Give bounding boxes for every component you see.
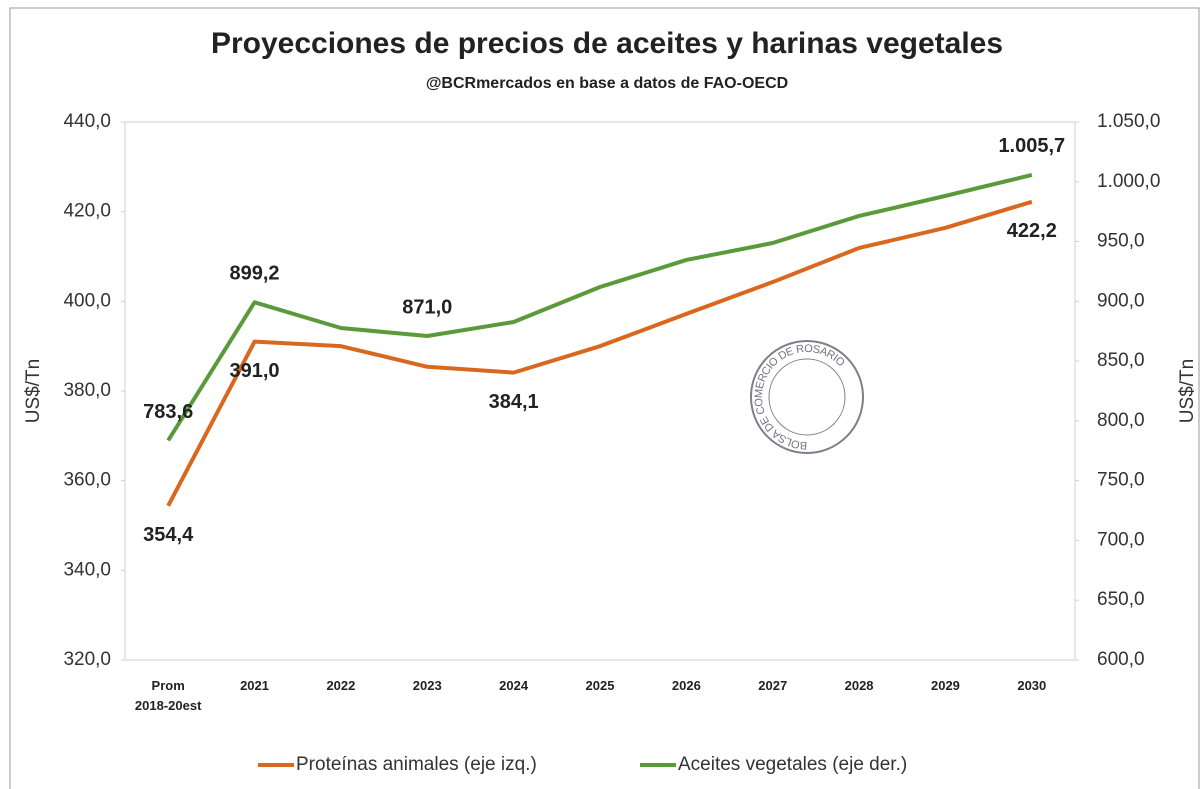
chart-title: Proyecciones de precios de aceites y har… bbox=[211, 27, 1003, 60]
y2-tick-label: 1.000,0 bbox=[1097, 171, 1160, 192]
data-label: 899,2 bbox=[230, 263, 280, 285]
y-tick-label: 340,0 bbox=[63, 559, 111, 580]
data-label: 354,4 bbox=[143, 524, 194, 546]
x-tick-label: 2029 bbox=[930, 678, 960, 693]
x-tick-label: 2021 bbox=[240, 678, 269, 693]
data-label: 391,0 bbox=[230, 360, 280, 382]
data-label: 384,1 bbox=[489, 391, 539, 413]
y-tick-label: 440,0 bbox=[63, 111, 111, 132]
legend-label: Proteínas animales (eje izq.) bbox=[296, 754, 537, 775]
y-tick-label: 400,0 bbox=[63, 290, 111, 311]
x-tick-label: Prom 2018-20est bbox=[134, 678, 202, 713]
x-tick-label: 2026 bbox=[671, 678, 701, 693]
y2-tick-label: 700,0 bbox=[1097, 529, 1145, 550]
data-label: 871,0 bbox=[402, 296, 452, 318]
y-tick-label: 380,0 bbox=[63, 380, 111, 401]
y2-tick-label: 1.050,0 bbox=[1097, 111, 1160, 132]
chart-subtitle: @BCRmercados en base a datos de FAO-OECD bbox=[426, 75, 788, 92]
y-tick-label: 420,0 bbox=[63, 201, 111, 222]
seal-inner bbox=[768, 358, 846, 436]
x-tick-label: 2025 bbox=[585, 678, 615, 693]
data-label: 422,2 bbox=[1007, 220, 1057, 242]
data-label: 783,6 bbox=[143, 401, 193, 423]
y2-tick-label: 750,0 bbox=[1097, 470, 1145, 491]
y2-tick-label: 950,0 bbox=[1097, 231, 1145, 252]
x-tick-label: 2030 bbox=[1017, 678, 1047, 693]
seal-ring bbox=[750, 340, 864, 454]
y-tick-label: 320,0 bbox=[63, 649, 111, 670]
y2-axis-title: US$/Tn bbox=[1177, 359, 1198, 423]
y2-tick-label: 600,0 bbox=[1097, 649, 1145, 670]
y2-tick-label: 650,0 bbox=[1097, 589, 1145, 610]
y2-tick-label: 850,0 bbox=[1097, 350, 1145, 371]
data-label: 1.005,7 bbox=[998, 135, 1065, 157]
x-tick-label: 2028 bbox=[844, 678, 874, 693]
y-tick-label: 360,0 bbox=[63, 470, 111, 491]
x-tick-label: 2024 bbox=[499, 678, 529, 693]
y-axis-title: US$/Tn bbox=[23, 359, 44, 423]
y2-tick-label: 800,0 bbox=[1097, 410, 1145, 431]
legend-label: Aceites vegetales (eje der.) bbox=[678, 754, 907, 775]
frame bbox=[9, 7, 1200, 789]
series-line bbox=[166, 199, 1033, 507]
series-line bbox=[166, 173, 1033, 442]
y2-tick-label: 900,0 bbox=[1097, 290, 1145, 311]
x-tick-label: 2022 bbox=[326, 678, 356, 693]
x-tick-label: 2023 bbox=[412, 678, 442, 693]
x-tick-label: 2027 bbox=[758, 678, 788, 693]
